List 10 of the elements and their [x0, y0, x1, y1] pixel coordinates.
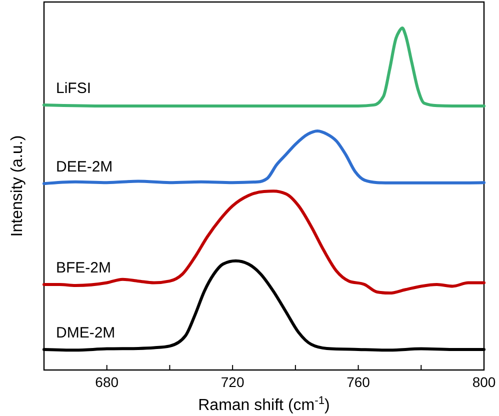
x-tick-label: 680 — [95, 374, 119, 390]
series-label: DEE-2M — [56, 158, 113, 176]
x-axis-title: Raman shift (cm$^{-1}$) — [198, 395, 330, 414]
series-label: LiFSI — [56, 80, 92, 97]
x-tick-label: 720 — [220, 374, 244, 390]
series-label: DME-2M — [56, 324, 116, 342]
y-axis-title: Intensity (a.u.) — [9, 135, 26, 237]
series-label: BFE-2M — [56, 260, 112, 276]
x-tick-label: 760 — [346, 374, 370, 390]
x-tick-label: 800 — [472, 374, 496, 390]
